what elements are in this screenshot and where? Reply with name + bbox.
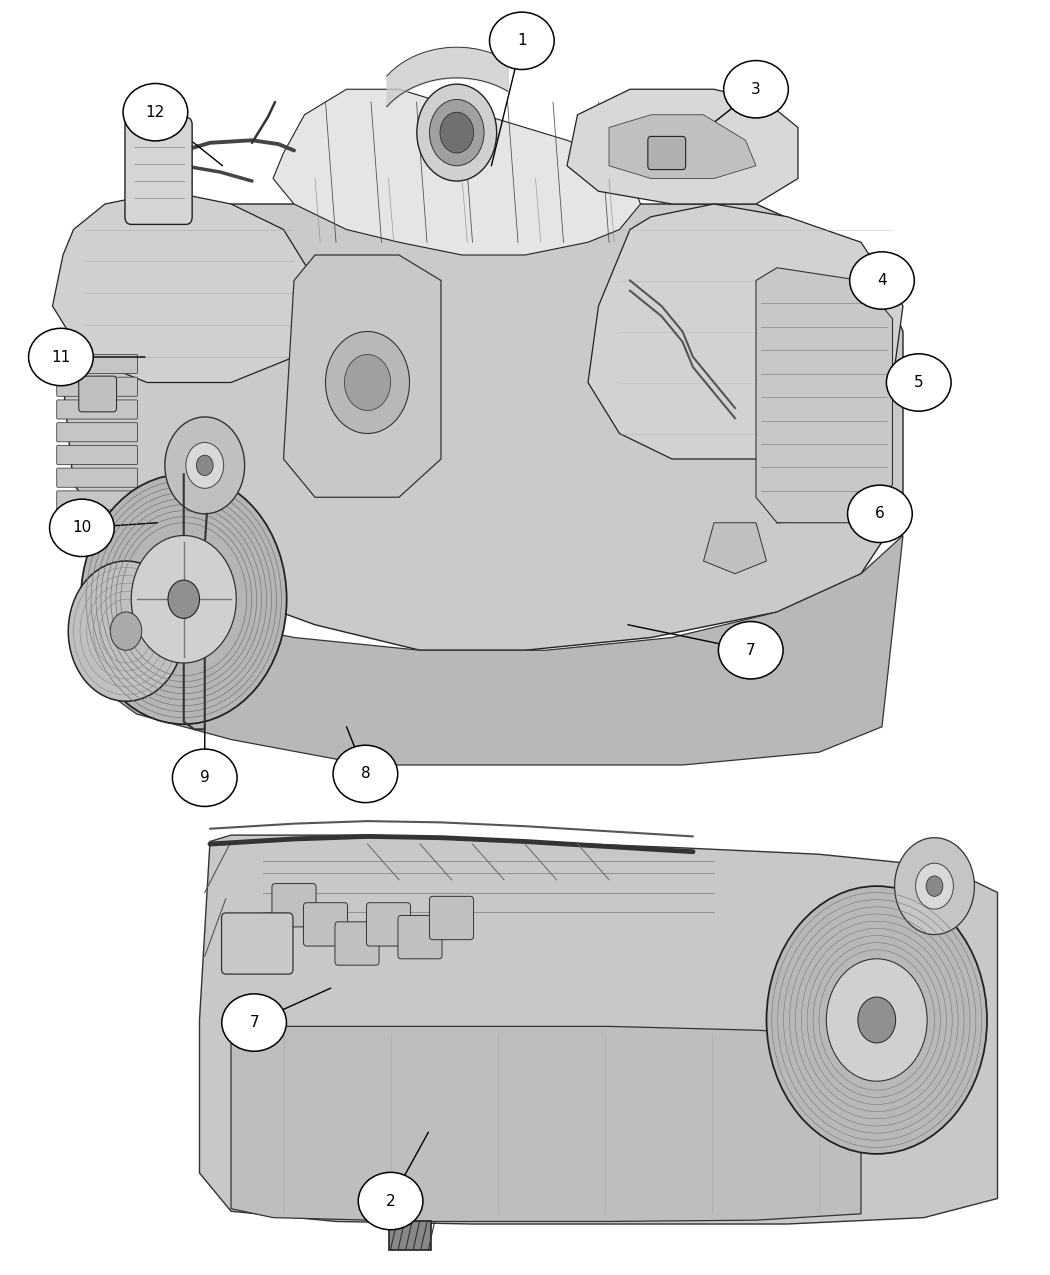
- Circle shape: [344, 354, 391, 411]
- Ellipse shape: [222, 994, 287, 1051]
- FancyBboxPatch shape: [648, 136, 686, 170]
- Circle shape: [766, 886, 987, 1154]
- Circle shape: [68, 561, 184, 701]
- Polygon shape: [756, 268, 892, 523]
- Polygon shape: [63, 204, 903, 650]
- Circle shape: [165, 417, 245, 514]
- Text: 10: 10: [72, 520, 91, 536]
- Circle shape: [81, 474, 287, 724]
- FancyBboxPatch shape: [303, 903, 348, 946]
- Circle shape: [429, 99, 484, 166]
- Polygon shape: [200, 835, 998, 1224]
- FancyBboxPatch shape: [57, 445, 138, 464]
- Polygon shape: [231, 1026, 861, 1221]
- Ellipse shape: [489, 11, 554, 70]
- Text: 6: 6: [875, 506, 885, 521]
- FancyBboxPatch shape: [57, 491, 138, 510]
- Circle shape: [916, 863, 953, 909]
- FancyBboxPatch shape: [79, 376, 117, 412]
- FancyBboxPatch shape: [366, 903, 411, 946]
- Text: 7: 7: [249, 1015, 259, 1030]
- Ellipse shape: [172, 750, 237, 807]
- Circle shape: [417, 84, 497, 181]
- Ellipse shape: [28, 329, 93, 385]
- Ellipse shape: [333, 745, 398, 803]
- Circle shape: [440, 112, 474, 153]
- Circle shape: [926, 876, 943, 896]
- Ellipse shape: [849, 252, 915, 310]
- FancyBboxPatch shape: [125, 117, 192, 224]
- Text: 4: 4: [877, 273, 887, 288]
- Text: 2: 2: [385, 1193, 396, 1209]
- FancyBboxPatch shape: [222, 913, 293, 974]
- Polygon shape: [609, 115, 756, 179]
- Circle shape: [168, 580, 200, 618]
- Circle shape: [326, 332, 410, 434]
- Circle shape: [186, 442, 224, 488]
- Ellipse shape: [49, 499, 114, 556]
- FancyBboxPatch shape: [272, 884, 316, 927]
- Circle shape: [196, 455, 213, 476]
- Polygon shape: [588, 204, 903, 459]
- Text: 5: 5: [914, 375, 924, 390]
- Circle shape: [858, 997, 896, 1043]
- Ellipse shape: [358, 1173, 423, 1229]
- FancyBboxPatch shape: [57, 400, 138, 419]
- Text: 12: 12: [146, 105, 165, 120]
- Circle shape: [826, 959, 927, 1081]
- FancyBboxPatch shape: [57, 377, 138, 397]
- Circle shape: [895, 838, 974, 935]
- Ellipse shape: [123, 84, 188, 142]
- Polygon shape: [52, 191, 315, 382]
- Polygon shape: [84, 536, 903, 765]
- FancyBboxPatch shape: [398, 915, 442, 959]
- Text: 8: 8: [360, 766, 371, 782]
- Ellipse shape: [886, 354, 951, 411]
- Polygon shape: [284, 255, 441, 497]
- Text: 11: 11: [51, 349, 70, 365]
- Polygon shape: [704, 523, 766, 574]
- FancyBboxPatch shape: [429, 896, 474, 940]
- FancyBboxPatch shape: [57, 423, 138, 442]
- Circle shape: [131, 536, 236, 663]
- Text: 9: 9: [200, 770, 210, 785]
- Circle shape: [142, 97, 175, 138]
- FancyBboxPatch shape: [57, 468, 138, 487]
- Bar: [388, 1221, 430, 1250]
- Circle shape: [110, 612, 142, 650]
- Text: 1: 1: [517, 33, 527, 48]
- Polygon shape: [273, 89, 640, 255]
- FancyBboxPatch shape: [57, 354, 138, 374]
- Ellipse shape: [723, 60, 789, 119]
- Ellipse shape: [718, 622, 783, 678]
- Ellipse shape: [847, 486, 912, 543]
- Polygon shape: [567, 89, 798, 204]
- Text: 3: 3: [751, 82, 761, 97]
- Text: 7: 7: [746, 643, 756, 658]
- FancyBboxPatch shape: [335, 922, 379, 965]
